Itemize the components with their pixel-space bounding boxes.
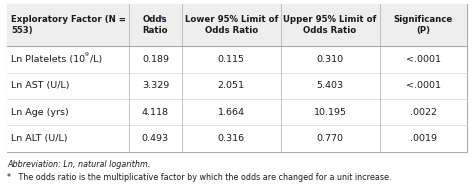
Text: 0.115: 0.115	[218, 55, 245, 64]
Bar	[7, 46, 467, 73]
Text: 2.051: 2.051	[218, 81, 245, 90]
Text: *   The odds ratio is the multiplicative factor by which the odds are changed fo: * The odds ratio is the multiplicative f…	[7, 173, 392, 182]
Text: 0.770: 0.770	[317, 134, 344, 143]
Bar	[7, 73, 467, 99]
Text: 1.664: 1.664	[218, 108, 245, 117]
Bar	[7, 4, 467, 152]
Text: Odds
Ratio: Odds Ratio	[143, 15, 168, 35]
Text: 5.403: 5.403	[317, 81, 344, 90]
Text: 0.316: 0.316	[218, 134, 245, 143]
Text: 9: 9	[85, 52, 89, 57]
Text: Upper 95% Limit of
Odds Ratio: Upper 95% Limit of Odds Ratio	[283, 15, 377, 35]
Text: 4.118: 4.118	[142, 108, 169, 117]
Text: 0.493: 0.493	[142, 134, 169, 143]
Text: 10.195: 10.195	[314, 108, 346, 117]
Bar	[7, 99, 467, 125]
Text: Ln AST (U/L): Ln AST (U/L)	[11, 81, 69, 90]
Text: *: *	[159, 15, 163, 20]
Text: Exploratory Factor (N =
553): Exploratory Factor (N = 553)	[11, 15, 126, 35]
Text: .0019: .0019	[410, 134, 437, 143]
Text: Significance
(P): Significance (P)	[393, 15, 453, 35]
Text: Lower 95% Limit of
Odds Ratio: Lower 95% Limit of Odds Ratio	[184, 15, 278, 35]
Text: .0022: .0022	[410, 108, 437, 117]
Text: /L): /L)	[90, 55, 102, 64]
Bar	[7, 125, 467, 152]
Text: Ln ALT (U/L): Ln ALT (U/L)	[11, 134, 67, 143]
Text: <.0001: <.0001	[406, 81, 441, 90]
Text: 3.329: 3.329	[142, 81, 169, 90]
Text: <.0001: <.0001	[406, 55, 441, 64]
Text: Ln Platelets (10: Ln Platelets (10	[11, 55, 85, 64]
Text: Ln Age (yrs): Ln Age (yrs)	[11, 108, 69, 117]
Text: Abbreviation: Ln, natural logarithm.: Abbreviation: Ln, natural logarithm.	[7, 160, 150, 169]
Bar	[7, 4, 467, 46]
Text: 0.189: 0.189	[142, 55, 169, 64]
Text: 0.310: 0.310	[317, 55, 344, 64]
